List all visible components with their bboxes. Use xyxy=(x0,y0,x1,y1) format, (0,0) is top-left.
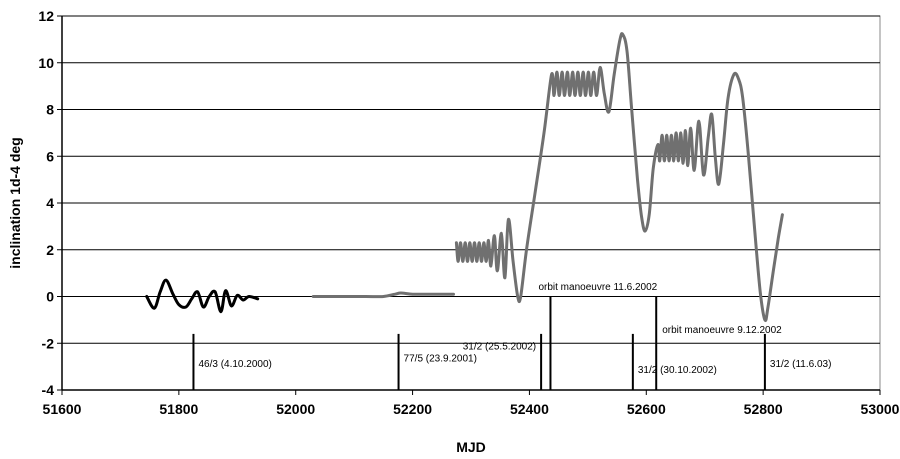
x-tick-label: 52200 xyxy=(393,401,432,417)
y-tick-label: 10 xyxy=(38,55,54,71)
y-tick-label: 2 xyxy=(46,242,54,258)
event-label: 31/2 (11.6.03) xyxy=(770,359,832,370)
x-tick-label: 51600 xyxy=(43,401,82,417)
event-label: 46/3 (4.10.2000) xyxy=(198,359,271,370)
event-label: orbit manoeuvre 11.6.2002 xyxy=(538,282,657,293)
plot-area: -4 -2 0 2 4 6 8 10 12 51600 51800 52000 52200 52400 52… xyxy=(38,8,899,417)
event-label: 31/2 (30.10.2002) xyxy=(638,365,717,376)
y-tick-label: 6 xyxy=(46,148,54,164)
axes xyxy=(57,15,881,395)
series-line-2 xyxy=(311,291,455,299)
x-tick-label: 52400 xyxy=(510,401,549,417)
y-axis-title: inclination 1d-4 deg xyxy=(7,137,23,268)
event-label: 77/5 (23.9.2001) xyxy=(404,353,477,364)
y-tick-label: 8 xyxy=(46,102,54,118)
y-tick-label: -2 xyxy=(42,335,55,351)
series-lines xyxy=(145,32,784,323)
series-line-3 xyxy=(454,32,784,323)
event-label: 31/2 (25.5.2002) xyxy=(463,342,536,353)
y-tick-label: -4 xyxy=(42,382,55,398)
event-markers: 46/3 (4.10.2000) 77/5 (23.9.2001)31/2 (25… xyxy=(192,282,832,390)
y-tick-label: 12 xyxy=(38,8,54,24)
y-tick-label: 4 xyxy=(46,195,54,211)
x-tick-label: 52600 xyxy=(627,401,666,417)
event-label: orbit manoeuvre 9.12.2002 xyxy=(662,325,782,336)
series-line-1 xyxy=(145,278,260,314)
x-tick-label: 52000 xyxy=(276,401,315,417)
x-tick-label: 52800 xyxy=(744,401,783,417)
x-axis-title: MJD xyxy=(456,439,486,455)
y-tick-label: 0 xyxy=(46,289,54,305)
tick-labels: -4 -2 0 2 4 6 8 10 12 51600 51800 52000 52200 52400 52… xyxy=(38,8,899,417)
x-tick-label: 53000 xyxy=(861,401,900,417)
x-tick-label: 51800 xyxy=(159,401,198,417)
